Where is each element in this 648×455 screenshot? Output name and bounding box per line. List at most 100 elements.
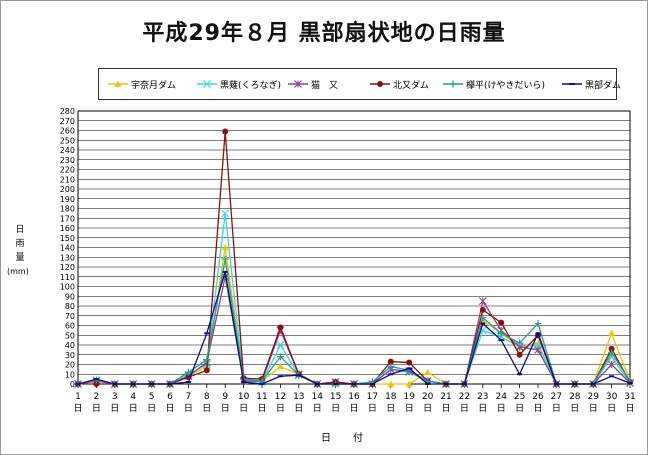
- x-tick-suffix: 日: [129, 403, 138, 414]
- x-tick-label: 14: [311, 392, 323, 402]
- legend-marker: [294, 80, 302, 88]
- y-tick-label: 30: [65, 351, 75, 360]
- data-point: [276, 362, 284, 370]
- y-tick-label: 210: [60, 175, 75, 184]
- x-tick-suffix: 日: [276, 403, 285, 414]
- data-point: [479, 314, 487, 322]
- x-tick-label: 23: [477, 392, 488, 402]
- chart-title: 平成29年８月 黒部扇状地の日雨量: [142, 21, 506, 46]
- x-tick-suffix: 日: [552, 403, 561, 414]
- y-tick-label: 0: [70, 380, 75, 389]
- x-tick-suffix: 日: [110, 403, 119, 414]
- x-tick-label: 26: [532, 392, 544, 402]
- data-point: [203, 356, 211, 364]
- data-point: [93, 378, 99, 381]
- legend-swatch: [443, 80, 463, 88]
- y-tick-label: 20: [65, 361, 75, 370]
- x-tick-label: 1: [75, 392, 81, 402]
- x-tick-suffix: 日: [184, 403, 193, 414]
- y-axis-unit: (mm): [7, 267, 29, 276]
- data-point: [203, 367, 210, 374]
- data-point: [534, 345, 542, 354]
- legend: 宇奈月ダム 黒薙(くろなぎ) 猫 又 北又ダム 欅平(けやきだいら) 黒部ダム: [98, 68, 621, 100]
- x-tick-suffix: 日: [165, 403, 174, 414]
- legend-swatch: [562, 83, 582, 85]
- y-tick-label: 40: [65, 341, 75, 350]
- x-tick-suffix: 日: [386, 403, 395, 414]
- x-tick-suffix: 日: [73, 403, 82, 414]
- y-tick-label: 120: [60, 263, 75, 272]
- x-tick-suffix: 日: [570, 403, 579, 414]
- legend-item: 欅平(けやきだいら): [442, 77, 545, 91]
- data-point: [424, 368, 432, 376]
- data-point: [534, 320, 542, 328]
- x-tick-label: 12: [275, 392, 286, 402]
- x-tick-label: 31: [624, 392, 635, 402]
- data-point: [93, 381, 100, 387]
- y-tick-label: 140: [60, 244, 75, 253]
- x-tick-suffix: 日: [460, 403, 469, 414]
- data-point: [112, 383, 118, 385]
- data-point: [221, 255, 229, 263]
- x-tick-suffix: 日: [92, 403, 101, 414]
- data-point: [296, 374, 302, 377]
- data-point: [184, 368, 192, 376]
- legend-marker: [203, 80, 211, 88]
- x-tick-label: 20: [422, 392, 434, 402]
- data-point: [387, 358, 394, 365]
- data-point: [608, 345, 615, 352]
- x-tick-suffix: 日: [313, 403, 322, 414]
- x-tick-suffix: 日: [478, 403, 487, 414]
- y-tick-label: 50: [65, 331, 75, 340]
- y-tick-label: 160: [60, 224, 75, 233]
- data-point: [406, 359, 413, 366]
- data-point: [387, 362, 395, 370]
- data-point: [608, 349, 616, 357]
- y-tick-label: 190: [60, 195, 75, 204]
- y-tick-label: 250: [60, 136, 75, 145]
- data-point: [516, 351, 523, 358]
- x-tick-suffix: 日: [625, 403, 634, 414]
- y-tick-label: 230: [60, 156, 75, 165]
- legend-label: 欅平(けやきだいら): [466, 80, 546, 91]
- data-point: [478, 297, 487, 306]
- x-tick-label: 18: [385, 392, 397, 402]
- data-point: [572, 383, 578, 385]
- data-point: [609, 375, 615, 378]
- y-tick-label: 110: [60, 273, 75, 282]
- y-tick-label: 200: [60, 185, 75, 194]
- data-point: [425, 383, 431, 385]
- x-tick-label: 13: [293, 392, 304, 402]
- x-tick-suffix: 日: [515, 403, 524, 414]
- legend-marker: [114, 80, 122, 87]
- y-tick-label: 180: [60, 205, 75, 214]
- x-tick-suffix: 日: [257, 403, 266, 414]
- x-tick-label: 22: [459, 392, 470, 402]
- x-tick-suffix: 日: [331, 403, 340, 414]
- y-tick-label: 150: [60, 234, 75, 243]
- data-point: [277, 324, 284, 331]
- data-point: [498, 319, 505, 326]
- data-point: [276, 341, 285, 349]
- y-tick-label: 270: [60, 117, 75, 126]
- x-tick-label: 19: [403, 392, 415, 402]
- y-tick-label: 260: [60, 127, 75, 136]
- legend-item: 宇奈月ダム: [107, 77, 176, 91]
- x-tick-suffix: 日: [294, 403, 303, 414]
- x-tick-label: 21: [440, 392, 451, 402]
- x-tick-label: 16: [348, 392, 360, 402]
- x-tick-label: 11: [256, 392, 267, 402]
- data-point: [75, 383, 81, 385]
- x-tick-label: 10: [238, 392, 250, 402]
- y-tick-label: 70: [65, 312, 75, 321]
- legend-swatch: [288, 80, 308, 88]
- x-tick-suffix: 日: [497, 403, 506, 414]
- legend-marker: [569, 83, 575, 85]
- data-point: [516, 339, 524, 347]
- data-point: [461, 383, 467, 385]
- data-point: [369, 383, 375, 385]
- legend-swatch: [197, 80, 217, 88]
- x-tick-suffix: 日: [147, 403, 156, 414]
- legend-label: 北又ダム: [393, 80, 430, 91]
